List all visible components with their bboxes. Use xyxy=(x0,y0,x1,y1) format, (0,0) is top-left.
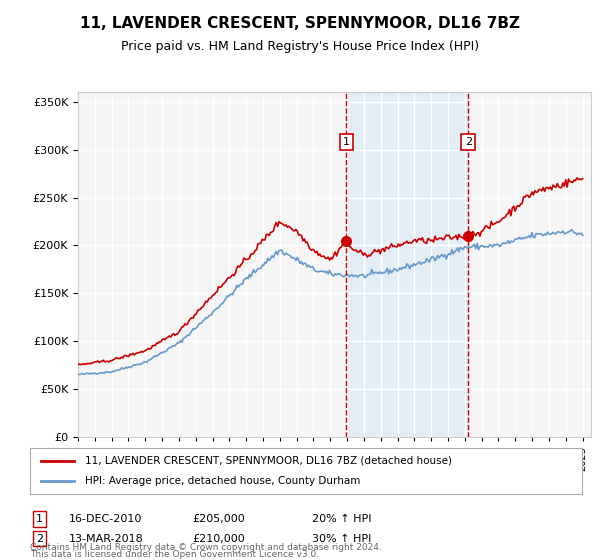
Text: Price paid vs. HM Land Registry's House Price Index (HPI): Price paid vs. HM Land Registry's House … xyxy=(121,40,479,53)
Text: 13-MAR-2018: 13-MAR-2018 xyxy=(69,534,144,544)
Bar xyxy=(346,92,469,437)
Text: 2: 2 xyxy=(36,534,43,544)
Text: £210,000: £210,000 xyxy=(192,534,245,544)
Text: 20% ↑ HPI: 20% ↑ HPI xyxy=(312,514,371,524)
Text: 11, LAVENDER CRESCENT, SPENNYMOOR, DL16 7BZ (detached house): 11, LAVENDER CRESCENT, SPENNYMOOR, DL16 … xyxy=(85,456,452,466)
Text: 16-DEC-2010: 16-DEC-2010 xyxy=(69,514,142,524)
Text: £205,000: £205,000 xyxy=(192,514,245,524)
Text: HPI: Average price, detached house, County Durham: HPI: Average price, detached house, Coun… xyxy=(85,476,361,486)
Text: 11, LAVENDER CRESCENT, SPENNYMOOR, DL16 7BZ: 11, LAVENDER CRESCENT, SPENNYMOOR, DL16 … xyxy=(80,16,520,31)
Text: 30% ↑ HPI: 30% ↑ HPI xyxy=(312,534,371,544)
Text: 1: 1 xyxy=(343,137,350,147)
Text: 2: 2 xyxy=(465,137,472,147)
Text: This data is licensed under the Open Government Licence v3.0.: This data is licensed under the Open Gov… xyxy=(30,550,319,559)
Text: Contains HM Land Registry data © Crown copyright and database right 2024.: Contains HM Land Registry data © Crown c… xyxy=(30,543,382,552)
Text: 1: 1 xyxy=(36,514,43,524)
